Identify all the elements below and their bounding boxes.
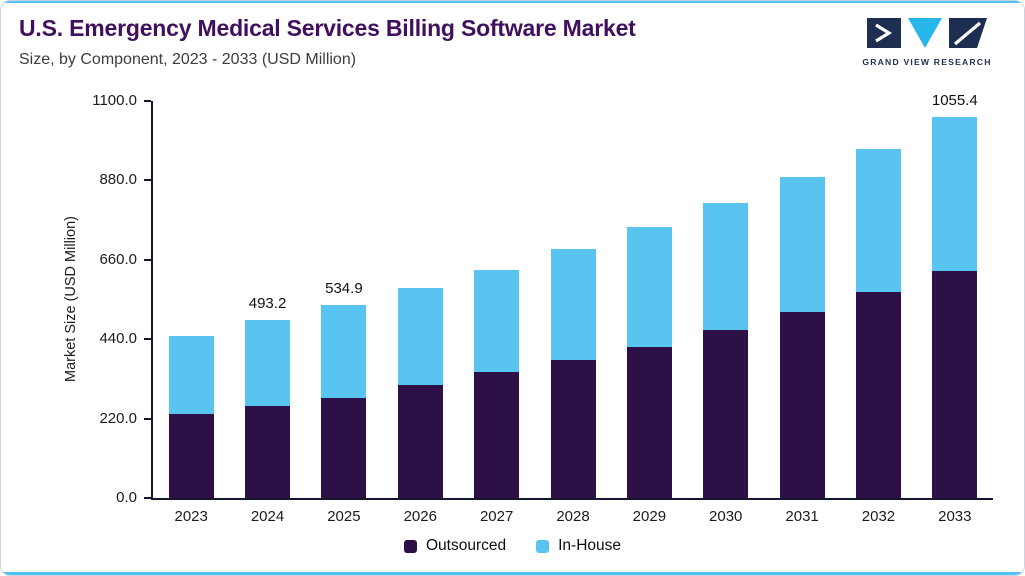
bar-segment-outsourced-2023 (168, 414, 214, 498)
bar-total-label-2024: 493.2 (248, 294, 287, 312)
chart-subtitle: Size, by Component, 2023 - 2033 (USD Mil… (19, 51, 357, 68)
bar-total-label-2033: 1055.4 (931, 92, 978, 110)
legend-swatch-icon (536, 539, 550, 553)
x-tick-label-2028: 2028 (556, 508, 590, 525)
y-axis-title: Market Size (USD Million) (63, 216, 79, 382)
bottom-accent-line (1, 572, 1024, 575)
legend-label: Outsourced (425, 537, 507, 554)
y-tick-mark (144, 258, 151, 261)
legend-label: In-House (558, 537, 622, 554)
bar-segment-in-house-2026 (397, 288, 443, 386)
y-tick-label: 660.0 (99, 250, 137, 268)
bar-segment-in-house-2033 (932, 117, 978, 272)
legend: Outsourced In-House (1, 537, 1024, 555)
x-tick-label-2030: 2030 (709, 508, 743, 525)
x-tick-label-2025: 2025 (327, 508, 361, 525)
y-tick-mark (144, 417, 151, 420)
y-tick-mark (144, 338, 151, 341)
logo-mark-icon (867, 18, 987, 48)
grand-view-research-logo: GRAND VIEW RESEARCH (852, 17, 1002, 67)
y-tick-mark (144, 100, 151, 102)
y-tick-label: 0.0 (116, 489, 137, 506)
top-accent-line (1, 1, 1024, 3)
bar-segment-outsourced-2032 (855, 291, 901, 498)
logo-wordmark: GRAND VIEW RESEARCH (862, 57, 992, 67)
legend-item-outsourced: Outsourced (403, 537, 507, 555)
y-tick-mark (144, 179, 151, 182)
bar-segment-in-house-2031 (779, 177, 825, 312)
x-tick-label-2027: 2027 (479, 508, 514, 525)
bar-segment-in-house-2032 (855, 148, 901, 292)
x-tick-label-2032: 2032 (861, 508, 896, 525)
y-tick-label: 220.0 (99, 409, 137, 427)
x-tick-label-2029: 2029 (632, 508, 667, 525)
x-tick-label-2026: 2026 (403, 508, 437, 525)
bar-segment-outsourced-2026 (397, 385, 443, 498)
x-tick-label-2033: 2033 (938, 508, 972, 525)
bar-segment-outsourced-2029 (626, 346, 672, 498)
x-tick-label-2024: 2024 (250, 508, 285, 525)
bar-segment-in-house-2027 (474, 269, 520, 373)
bar-segment-in-house-2028 (550, 249, 596, 361)
y-tick-label: 440.0 (99, 330, 137, 348)
bar-total-label-2025: 534.9 (325, 279, 363, 297)
y-tick-label: 1100.0 (92, 92, 137, 109)
bar-segment-outsourced-2028 (550, 360, 596, 498)
x-tick-label-2023: 2023 (174, 508, 208, 525)
bar-segment-outsourced-2025 (321, 398, 367, 498)
bar-segment-outsourced-2030 (703, 329, 749, 498)
bar-segment-in-house-2025 (321, 304, 367, 399)
chart-title: U.S. Emergency Medical Services Billing … (19, 15, 636, 41)
legend-swatch-icon (403, 539, 417, 553)
bar-segment-outsourced-2024 (245, 406, 291, 498)
bar-segment-outsourced-2033 (932, 271, 978, 498)
bar-segment-in-house-2030 (703, 203, 749, 330)
bar-segment-outsourced-2027 (474, 372, 520, 498)
x-tick-label-2031: 2031 (785, 508, 819, 525)
bar-segment-outsourced-2031 (779, 311, 825, 498)
y-tick-mark (144, 497, 151, 499)
legend-item-in-house: In-House (536, 537, 621, 555)
bar-segment-in-house-2023 (168, 336, 214, 415)
bar-segment-in-house-2029 (626, 227, 672, 347)
plot-area: 0.0 220.0 440.0 660.0 880.0 1100.0 2023 493.2 20… (92, 92, 993, 525)
y-tick-label: 880.0 (99, 171, 137, 189)
bar-segment-in-house-2024 (245, 320, 291, 407)
